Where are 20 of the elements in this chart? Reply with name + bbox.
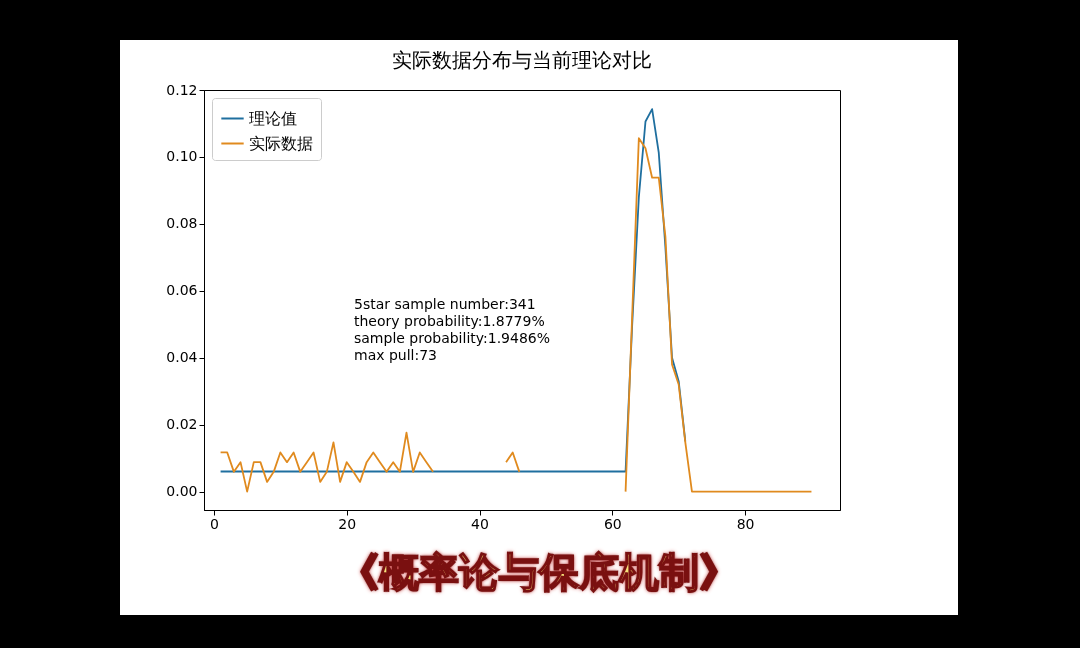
annotation: 5star sample number:341: [354, 296, 536, 312]
y-tick-label: 0.06: [166, 282, 198, 299]
chart-title: 实际数据分布与当前理论对比: [392, 48, 652, 72]
x-tick-label: 60: [603, 515, 622, 532]
legend-label: 实际数据: [249, 133, 313, 153]
annotation: sample probability:1.9486%: [354, 330, 551, 346]
y-tick-label: 0.10: [166, 148, 198, 165]
y-tick-label: 0.04: [166, 349, 198, 366]
text: 《概率论与保底机制》: [338, 548, 740, 597]
y-tick-label: 0.12: [166, 81, 198, 98]
x-tick-label: 80: [736, 515, 755, 532]
y-tick-label: 0.02: [166, 416, 198, 433]
x-tick-label: 20: [338, 515, 357, 532]
y-tick-label: 0.00: [166, 483, 198, 500]
legend-label: 理论值: [249, 108, 297, 128]
annotation: theory probability:1.8779%: [354, 313, 545, 329]
y-tick-label: 0.08: [166, 215, 198, 232]
x-tick-label: 0: [210, 515, 219, 532]
x-tick-label: 40: [471, 515, 489, 532]
annotation: max pull:73: [354, 347, 438, 363]
